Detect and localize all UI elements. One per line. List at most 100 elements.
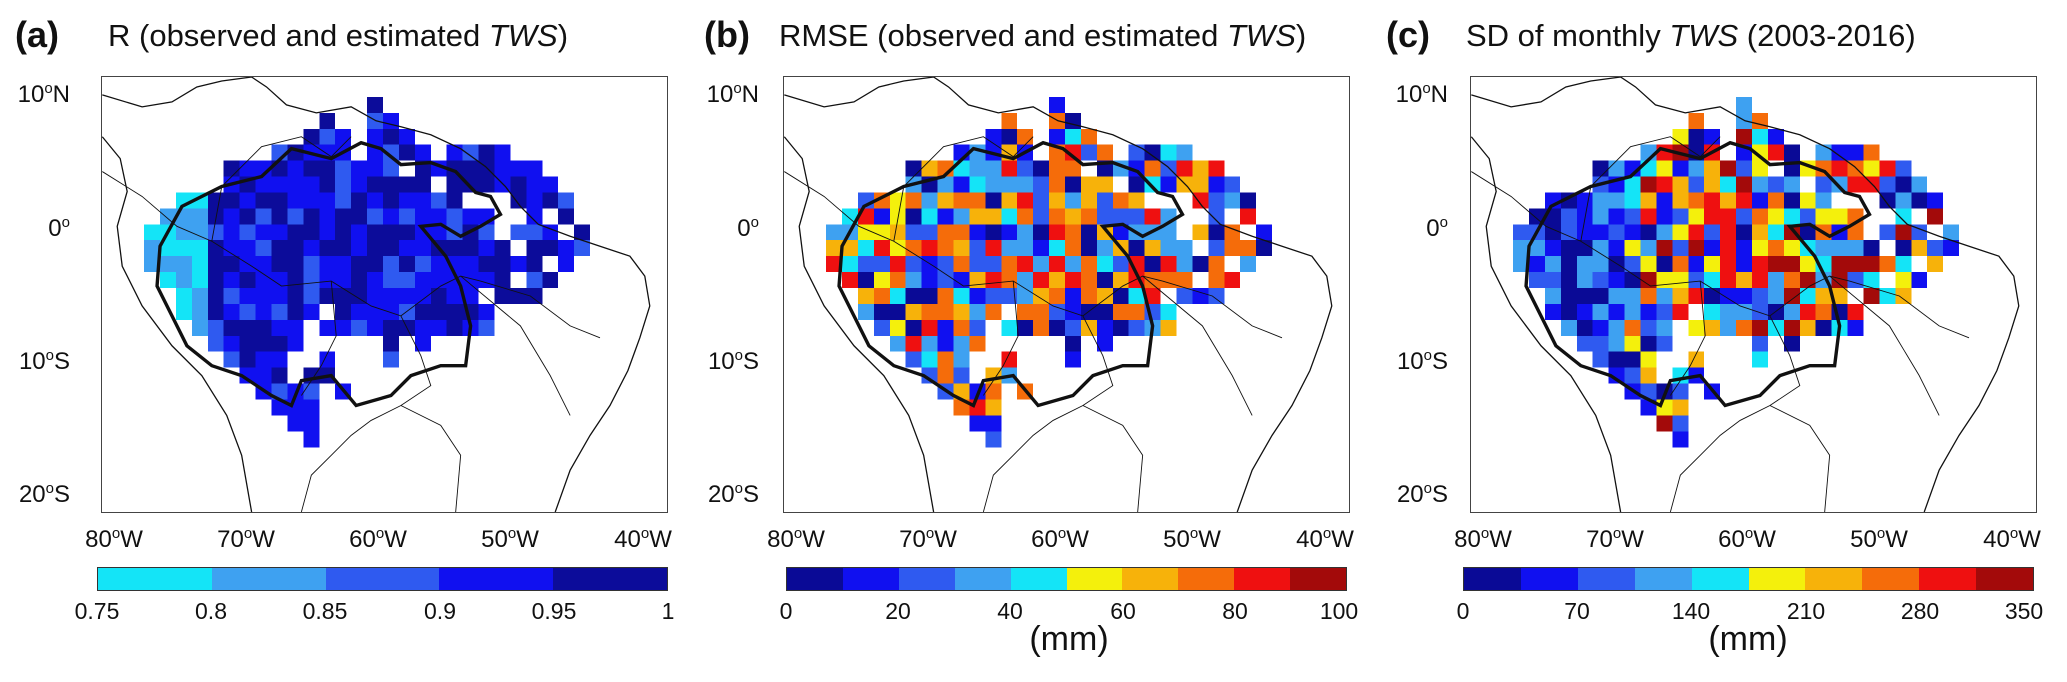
grid-cell [223, 240, 240, 257]
grid-cell [1176, 272, 1193, 289]
grid-cell [1640, 303, 1657, 320]
grid-cell [1688, 192, 1705, 209]
title-text: SD of monthly [1466, 18, 1670, 53]
grid-cell [287, 256, 304, 273]
grid-cell [1592, 335, 1609, 352]
grid-cell [1624, 351, 1641, 368]
map-c [1471, 77, 2020, 512]
grid-cell [1096, 176, 1113, 193]
grid-cell [319, 192, 336, 209]
grid-cell [1576, 319, 1593, 336]
grid-cell [1112, 272, 1129, 289]
grid-cell [905, 351, 922, 368]
grid-cell [1033, 303, 1050, 320]
grid-cell [937, 192, 954, 209]
grid-cell [1529, 240, 1545, 257]
grid-cell [1560, 256, 1577, 273]
grid-cell [255, 288, 272, 304]
grid-cell [351, 224, 368, 241]
grid-cell [1033, 192, 1050, 209]
grid-cell [1799, 288, 1816, 304]
grid-cell [1672, 415, 1689, 432]
grid-cell [223, 192, 240, 209]
grid-cell [1815, 176, 1832, 193]
grid-cell [889, 224, 906, 241]
grid-cell [1863, 272, 1880, 289]
grid-cell [542, 240, 559, 257]
grid-cell [1640, 240, 1657, 257]
grid-cell [367, 192, 384, 209]
grid-cell [335, 303, 352, 320]
colorbar-segment [1748, 568, 1806, 590]
grid-cell [1144, 176, 1161, 193]
grid-cell [1672, 288, 1689, 304]
grid-cell [1672, 160, 1689, 177]
grid-cell [1208, 288, 1225, 304]
grid-cell [921, 192, 938, 209]
grid-cell [1033, 176, 1050, 193]
grid-cell [985, 256, 1002, 273]
grid-cell [969, 256, 986, 273]
grid-cell [1112, 256, 1129, 273]
grid-cell [1240, 256, 1257, 273]
grid-cell [303, 399, 320, 416]
lon-label-60w: 60oW [349, 525, 407, 553]
grid-cell [1736, 256, 1753, 273]
lon-label-80w: 80oW [85, 525, 143, 553]
grid-cell [969, 319, 986, 336]
grid-cell [383, 256, 399, 273]
grid-cell [446, 192, 463, 209]
grid-cell [1752, 176, 1768, 193]
colorbar-tick: 0.95 [531, 598, 577, 624]
grid-cell [414, 303, 431, 320]
grid-cell [239, 335, 256, 352]
colorbar-tick: 0.9 [424, 598, 456, 624]
lon-label-60w: 60oW [1718, 525, 1776, 553]
grid-cell [287, 319, 304, 336]
country-border [1082, 405, 1144, 512]
grid-cell [207, 256, 224, 273]
grid-cell [1752, 224, 1768, 241]
grid-cell [175, 272, 192, 289]
grid-cell [905, 256, 922, 273]
grid-cell [430, 256, 447, 273]
grid-cell [367, 176, 384, 193]
grid-cell [1656, 240, 1673, 257]
panel-b: (b) RMSE (observed and estimated TWS) 10… [689, 0, 1378, 682]
grid-cell [398, 224, 415, 241]
grid-cell [1895, 208, 1912, 225]
grid-cell [1256, 240, 1273, 257]
panel-title: R (observed and estimated TWS) [108, 18, 568, 54]
grid-cell [175, 240, 192, 257]
colorbar-segment [898, 568, 955, 590]
grid-cell [494, 256, 511, 273]
grid-cell [857, 240, 874, 257]
colorbar-segment [1976, 568, 2034, 590]
grid-cell [937, 224, 954, 241]
grid-cell [1128, 208, 1145, 225]
grid-cell [271, 351, 288, 368]
colorbar-segment [1634, 568, 1692, 590]
grid-cell [1017, 272, 1034, 289]
grid-cell [921, 335, 938, 352]
grid-cell [1799, 303, 1816, 320]
grid-cell [1863, 160, 1880, 177]
grid-cell [1096, 208, 1113, 225]
grid-cell [921, 303, 938, 320]
grid-cell [367, 303, 384, 320]
grid-cell [1672, 208, 1689, 225]
grid-cell [1160, 144, 1177, 161]
grid-cell [494, 160, 511, 177]
grid-cell [953, 303, 970, 320]
grid-cell [1783, 240, 1800, 257]
colorbar-segment [1520, 568, 1578, 590]
grid-cell [1001, 256, 1018, 273]
grid-cell [1831, 176, 1848, 193]
grid-cell [191, 319, 208, 336]
grid-cell [191, 208, 208, 225]
colorbar-segment [1862, 568, 1920, 590]
grid-cell [510, 256, 527, 273]
grid-cell [1049, 128, 1066, 145]
grid-cell [367, 256, 384, 273]
grid-cell [1017, 288, 1034, 304]
